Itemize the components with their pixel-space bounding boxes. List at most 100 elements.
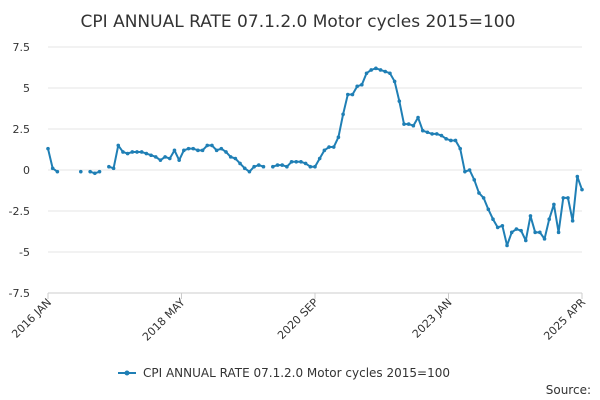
data-point[interactable]: [121, 150, 125, 154]
data-point[interactable]: [350, 92, 355, 97]
data-point[interactable]: [214, 148, 219, 153]
data-point[interactable]: [299, 160, 303, 164]
data-point[interactable]: [322, 148, 327, 153]
data-point[interactable]: [238, 161, 242, 166]
data-point[interactable]: [144, 151, 149, 156]
data-point[interactable]: [313, 164, 317, 169]
data-point[interactable]: [378, 68, 383, 72]
data-point[interactable]: [219, 146, 224, 151]
data-point[interactable]: [467, 168, 472, 172]
data-point[interactable]: [533, 230, 537, 235]
data-point[interactable]: [210, 143, 214, 148]
data-point[interactable]: [224, 150, 228, 154]
data-point[interactable]: [523, 238, 528, 243]
data-point[interactable]: [111, 166, 116, 171]
data-point[interactable]: [369, 68, 374, 72]
data-point[interactable]: [125, 151, 130, 156]
data-point[interactable]: [252, 164, 256, 169]
data-point[interactable]: [505, 243, 509, 248]
data-point[interactable]: [425, 130, 430, 135]
data-point[interactable]: [580, 187, 584, 192]
data-point[interactable]: [430, 132, 434, 136]
data-point[interactable]: [78, 169, 83, 174]
data-point[interactable]: [97, 169, 102, 174]
data-point[interactable]: [547, 217, 552, 221]
data-point[interactable]: [55, 169, 60, 174]
data-point[interactable]: [139, 150, 144, 154]
data-point[interactable]: [182, 148, 186, 153]
data-point[interactable]: [495, 225, 500, 230]
data-point[interactable]: [392, 79, 397, 84]
data-point[interactable]: [256, 163, 261, 167]
data-point[interactable]: [261, 164, 266, 169]
data-point[interactable]: [228, 155, 233, 159]
data-point[interactable]: [285, 164, 289, 169]
data-point[interactable]: [205, 143, 210, 148]
data-point[interactable]: [364, 71, 369, 76]
data-point[interactable]: [397, 99, 402, 103]
data-point[interactable]: [444, 137, 448, 141]
data-point[interactable]: [196, 148, 200, 153]
legend[interactable]: CPI ANNUAL RATE 07.1.2.0 Motor cycles 20…: [118, 366, 450, 380]
data-point[interactable]: [360, 82, 364, 87]
data-point[interactable]: [406, 122, 411, 126]
data-point[interactable]: [88, 169, 92, 174]
data-point[interactable]: [355, 84, 359, 89]
data-point[interactable]: [519, 228, 523, 233]
data-point[interactable]: [561, 196, 566, 200]
data-point[interactable]: [383, 69, 388, 74]
data-point[interactable]: [247, 169, 252, 174]
data-point[interactable]: [50, 166, 55, 171]
data-point[interactable]: [177, 158, 181, 162]
data-point[interactable]: [439, 133, 444, 138]
data-point[interactable]: [542, 237, 547, 241]
data-point[interactable]: [303, 161, 308, 166]
data-point[interactable]: [158, 158, 163, 162]
data-point[interactable]: [167, 156, 172, 161]
data-point[interactable]: [491, 217, 495, 221]
data-point[interactable]: [514, 227, 519, 231]
data-point[interactable]: [275, 163, 280, 167]
data-point[interactable]: [453, 138, 458, 143]
data-point[interactable]: [233, 156, 238, 161]
data-point[interactable]: [509, 230, 514, 235]
data-point[interactable]: [570, 219, 575, 223]
data-point[interactable]: [294, 160, 299, 164]
data-point[interactable]: [341, 112, 345, 117]
data-point[interactable]: [477, 191, 481, 195]
data-point[interactable]: [500, 223, 505, 228]
data-point[interactable]: [327, 145, 331, 149]
data-point[interactable]: [331, 145, 336, 149]
data-point[interactable]: [172, 148, 177, 153]
data-point[interactable]: [163, 155, 167, 159]
data-point[interactable]: [107, 164, 111, 169]
data-point[interactable]: [336, 135, 341, 139]
data-point[interactable]: [242, 166, 247, 171]
data-point[interactable]: [538, 230, 542, 235]
data-point[interactable]: [556, 230, 561, 235]
data-point[interactable]: [528, 214, 533, 218]
data-point[interactable]: [149, 153, 153, 158]
data-point[interactable]: [472, 178, 477, 182]
data-point[interactable]: [153, 155, 158, 159]
data-point[interactable]: [345, 92, 350, 97]
data-point[interactable]: [552, 202, 556, 207]
data-point[interactable]: [186, 146, 191, 151]
data-point[interactable]: [130, 150, 135, 154]
data-point[interactable]: [463, 169, 467, 174]
data-point[interactable]: [481, 196, 486, 200]
data-point[interactable]: [420, 128, 425, 133]
data-point[interactable]: [402, 122, 406, 126]
data-point[interactable]: [486, 207, 491, 212]
data-point[interactable]: [191, 146, 196, 151]
data-point[interactable]: [271, 164, 275, 169]
data-point[interactable]: [458, 146, 463, 151]
data-point[interactable]: [434, 132, 439, 136]
data-point[interactable]: [135, 150, 139, 154]
data-point[interactable]: [289, 160, 294, 164]
data-point[interactable]: [374, 66, 378, 71]
data-point[interactable]: [416, 115, 420, 120]
data-point[interactable]: [317, 156, 322, 161]
data-point[interactable]: [116, 143, 121, 148]
data-point[interactable]: [93, 171, 97, 176]
